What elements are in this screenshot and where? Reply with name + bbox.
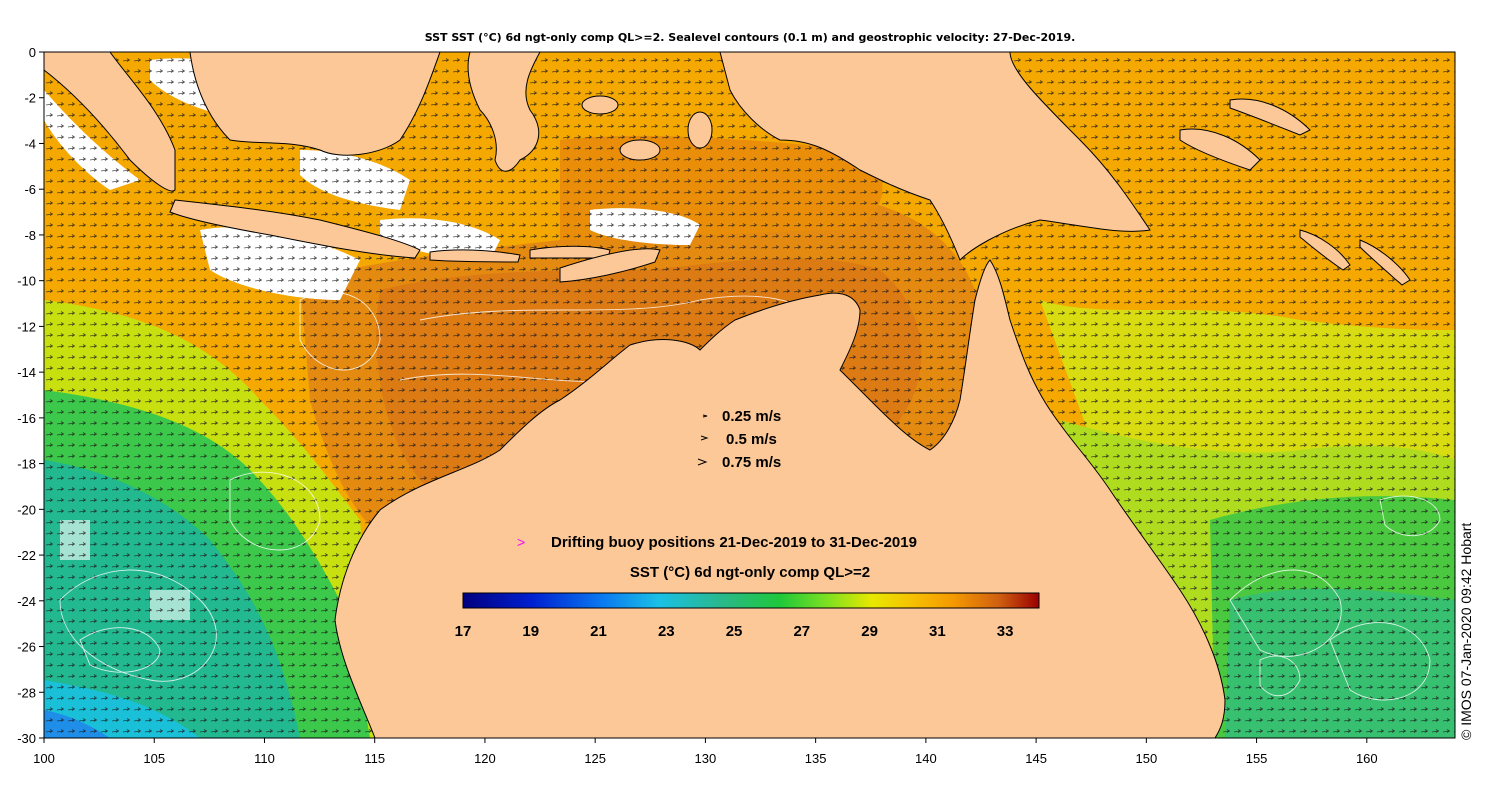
y-tick-label: -18 bbox=[17, 457, 36, 472]
x-tick-label: 115 bbox=[364, 751, 385, 766]
colorbar-ramp bbox=[462, 592, 1040, 609]
map-title: SST SST (°C) 6d ngt-only comp QL>=2. Sea… bbox=[425, 31, 1076, 44]
credit-text: © IMOS 07-Jan-2020 09:42 Hobart bbox=[1458, 523, 1474, 740]
x-tick-label: 110 bbox=[254, 751, 275, 766]
x-tick-label: 150 bbox=[1135, 751, 1157, 766]
x-tick-label: 105 bbox=[143, 751, 165, 766]
buoy-legend-label: Drifting buoy positions 21-Dec-2019 to 3… bbox=[551, 534, 917, 551]
colorbar-tick-label: 17 bbox=[455, 623, 472, 640]
borneo bbox=[189, 52, 441, 156]
y-axis: 0 -2 -4 -6 -8 -10 -12 -14 -16 -18 -20 -22 -24 -26 -28 -… bbox=[17, 45, 44, 746]
y-tick-label: -2 bbox=[24, 91, 36, 106]
buoy-symbol-icon: > bbox=[517, 534, 525, 550]
y-tick-label: -24 bbox=[17, 594, 36, 609]
colorbar-tick-label: 25 bbox=[726, 623, 743, 640]
x-tick-label: 145 bbox=[1025, 751, 1047, 766]
australia bbox=[334, 259, 1226, 738]
sulawesi bbox=[467, 52, 541, 172]
buoy-legend: > Drifting buoy positions 21-Dec-2019 to… bbox=[517, 534, 917, 551]
map-area bbox=[44, 52, 1455, 738]
arrow-icon-025 bbox=[702, 414, 708, 418]
new-guinea bbox=[719, 52, 1151, 261]
y-tick-label: -14 bbox=[17, 365, 36, 380]
y-tick-label: -30 bbox=[17, 731, 36, 746]
x-tick-label: 130 bbox=[695, 751, 717, 766]
arrow-icon-05 bbox=[700, 435, 709, 441]
y-tick-label: -16 bbox=[17, 411, 36, 426]
arrow-icon-075 bbox=[697, 458, 708, 466]
colorbar-tick-label: 21 bbox=[590, 623, 607, 640]
colorbar: SST (°C) 6d ngt-only comp QL>=2 17 19 21 23… bbox=[455, 564, 1040, 640]
colorbar-tick-label: 33 bbox=[997, 623, 1014, 640]
velocity-label-075: 0.75 m/s bbox=[722, 454, 781, 471]
map-frame bbox=[43, 51, 1456, 739]
y-tick-label: 0 bbox=[29, 45, 36, 60]
timor bbox=[559, 248, 661, 283]
colorbar-tick-label: 31 bbox=[929, 623, 946, 640]
y-tick-label: -8 bbox=[24, 228, 36, 243]
velocity-label-05: 0.5 m/s bbox=[726, 431, 777, 448]
x-axis: 100 105 110 115 120 125 130 135 140 145 150 155 160 bbox=[33, 738, 1378, 766]
y-tick-label: -28 bbox=[17, 685, 36, 700]
sumatra bbox=[44, 52, 176, 192]
java bbox=[169, 199, 421, 259]
x-tick-label: 155 bbox=[1246, 751, 1268, 766]
x-tick-label: 125 bbox=[584, 751, 606, 766]
x-tick-label: 100 bbox=[33, 751, 55, 766]
y-tick-label: -22 bbox=[17, 548, 36, 563]
x-tick-label: 135 bbox=[805, 751, 827, 766]
colorbar-tick-label: 23 bbox=[658, 623, 675, 640]
colorbar-title: SST (°C) 6d ngt-only comp QL>=2 bbox=[630, 564, 870, 581]
y-tick-label: -26 bbox=[17, 640, 36, 655]
colorbar-ticks: 17 19 21 23 25 27 29 31 33 bbox=[455, 623, 1014, 640]
colorbar-tick-label: 27 bbox=[793, 623, 810, 640]
x-tick-label: 160 bbox=[1356, 751, 1378, 766]
y-tick-label: -6 bbox=[24, 182, 36, 197]
colorbar-tick-label: 19 bbox=[522, 623, 539, 640]
y-tick-label: -20 bbox=[17, 502, 36, 517]
colorbar-tick-label: 29 bbox=[861, 623, 878, 640]
y-tick-label: -4 bbox=[24, 136, 36, 151]
x-tick-label: 140 bbox=[915, 751, 937, 766]
x-tick-label: 120 bbox=[474, 751, 496, 766]
velocity-label-025: 0.25 m/s bbox=[722, 408, 781, 425]
y-tick-label: -10 bbox=[17, 274, 36, 289]
velocity-legend: 0.25 m/s 0.5 m/s 0.75 m/s bbox=[697, 408, 781, 471]
y-tick-label: -12 bbox=[17, 319, 36, 334]
land bbox=[44, 52, 1411, 738]
